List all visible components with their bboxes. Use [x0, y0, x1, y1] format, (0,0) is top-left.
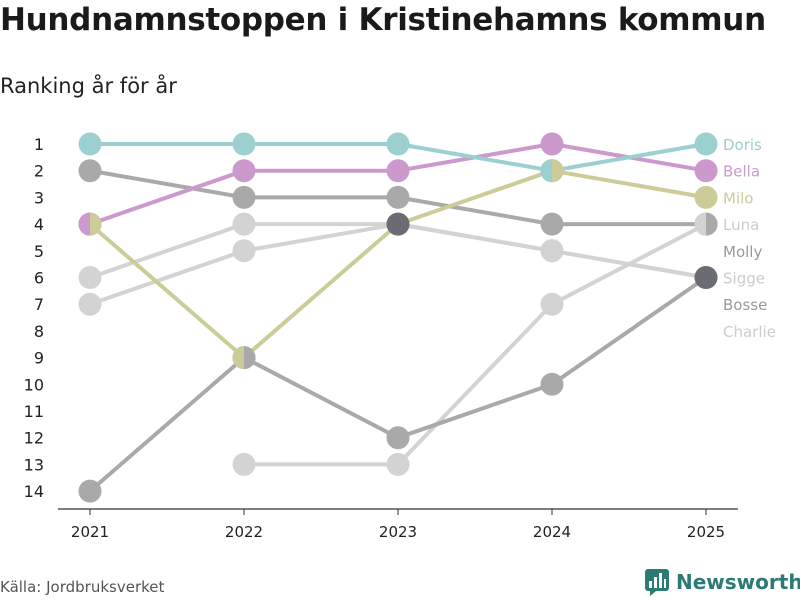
point-bosse-2024: [540, 372, 564, 396]
x-tick-label-2023: 2023: [379, 523, 417, 541]
x-tick-label-2022: 2022: [225, 523, 263, 541]
brand-name: Newsworthy: [676, 570, 800, 594]
y-tick-label-9: 9: [34, 349, 44, 368]
x-tick-label-2025: 2025: [687, 523, 725, 541]
y-tick-label-7: 7: [34, 295, 44, 314]
point-luna-2021: [78, 159, 102, 183]
x-tick-label-2021: 2021: [71, 523, 109, 541]
point-doris-2021: [78, 132, 102, 156]
series-label-doris: Doris: [723, 136, 762, 154]
series-label-sigge: Sigge: [723, 270, 765, 288]
tie-marker-2024-2-right: [552, 159, 564, 183]
series-line-charlie: [242, 222, 708, 467]
point-bella-2025: [694, 159, 718, 183]
source-note: Källa: Jordbruksverket: [0, 578, 165, 596]
x-tick-label-2024: 2024: [533, 523, 571, 541]
y-tick-label-6: 6: [34, 269, 44, 288]
point-bosse-2021: [78, 479, 102, 503]
point-doris-2023: [386, 132, 410, 156]
point-sigge-2022: [232, 212, 256, 236]
y-tick-label-13: 13: [24, 455, 44, 474]
y-tick-label-8: 8: [34, 322, 44, 341]
point-doris-2025: [694, 132, 718, 156]
tie-marker-2024-2-left: [540, 159, 552, 183]
tie-marker-2021-4-right: [90, 212, 102, 236]
point-molly-2021: [78, 292, 102, 316]
point-charlie-2022: [232, 452, 256, 476]
point-charlie-2023: [386, 452, 410, 476]
point-luna-2024: [540, 212, 564, 236]
y-tick-label-10: 10: [24, 375, 44, 394]
tie-marker-2021-4-left: [78, 212, 90, 236]
point-sigge-2021: [78, 266, 102, 289]
y-tick-label-1: 1: [34, 135, 44, 154]
y-tick-label-14: 14: [24, 482, 44, 501]
tie-marker-2022-9-left: [232, 346, 244, 370]
point-bella-2024: [540, 132, 564, 156]
chart-subtitle: Ranking år för år: [0, 74, 177, 98]
chart-title: Hundnamnstoppen i Kristinehamns kommun: [0, 2, 766, 38]
y-tick-label-5: 5: [34, 242, 44, 261]
point-bella-2023: [386, 159, 410, 183]
series-label-bella: Bella: [723, 163, 760, 181]
series-label-charlie: Charlie: [723, 323, 776, 341]
point-luna-2022: [232, 185, 256, 209]
tie-marker-2025-4-left: [694, 212, 706, 236]
tie-marker-2025-4-right: [706, 212, 718, 236]
tie-marker-2022-9-right: [244, 346, 256, 370]
y-tick-label-4: 4: [34, 215, 44, 234]
point-charlie-2024: [540, 292, 564, 316]
point-doris-2022: [232, 132, 256, 156]
tie-marker-2025-6: [694, 266, 718, 289]
y-tick-label-11: 11: [24, 402, 44, 421]
point-molly-2022: [232, 239, 256, 263]
series-line-bella: [88, 142, 708, 227]
point-bosse-2023: [386, 426, 410, 450]
point-molly-2024: [540, 239, 564, 263]
point-luna-2023: [386, 185, 410, 209]
tie-marker-2023-4: [386, 212, 410, 236]
series-line-molly: [88, 222, 708, 307]
point-milo-2025: [694, 185, 718, 209]
series-label-milo: Milo: [723, 189, 753, 207]
series-label-luna: Luna: [723, 216, 759, 234]
newsworthy-logo[interactable]: Newsworthy: [644, 568, 800, 596]
series-label-bosse: Bosse: [723, 296, 767, 314]
point-bella-2022: [232, 159, 256, 183]
y-tick-label-3: 3: [34, 188, 44, 207]
y-tick-label-2: 2: [34, 162, 44, 181]
series-label-molly: Molly: [723, 243, 762, 261]
newsworthy-logo-icon: [645, 569, 669, 596]
y-tick-label-12: 12: [24, 429, 44, 448]
